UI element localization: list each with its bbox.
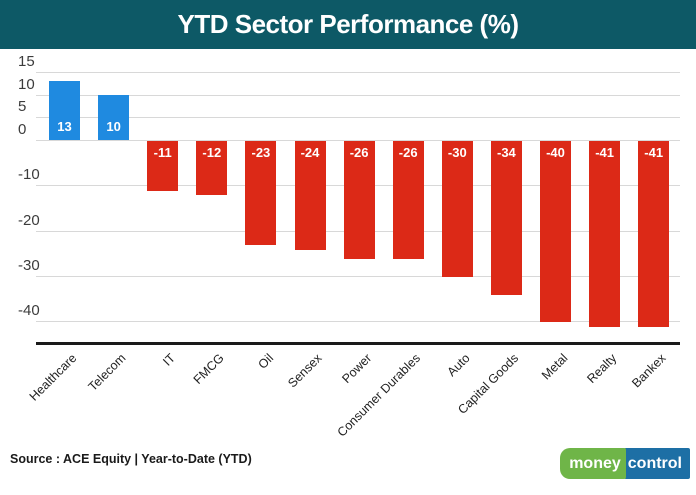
x-axis-label: Realty [584,351,620,386]
y-axis-tick-label: -40 [18,302,40,320]
chart-title: YTD Sector Performance (%) [177,9,519,39]
bar-value-label: 10 [106,119,121,134]
bar-value-label: -23 [251,145,271,160]
bar-healthcare [49,81,80,140]
bar-oil [245,141,277,246]
bar-fmcg [196,141,228,196]
bar-realty [589,141,621,327]
x-axis-label: Consumer Durables [334,351,424,440]
bar-power [343,141,375,259]
bar-value-label: -11 [153,145,172,160]
logo-money-segment: money [560,448,626,479]
gridline [36,321,680,323]
bar-consumer-durables [392,141,424,259]
x-axis-label: Oil [255,351,276,372]
bar-auto [441,141,473,277]
bar-sensex [294,141,326,250]
bar-value-label: -26 [398,145,418,160]
bar-it [147,141,179,191]
bar-value-label: -12 [202,145,222,160]
bar-value-label: -41 [595,145,614,160]
x-axis-label: Telecom [85,351,129,394]
x-axis-label: Sensex [285,351,325,391]
gridline [36,117,680,119]
y-axis-tick-label: -20 [18,211,40,229]
gridline [36,140,680,141]
bar-value-label: -24 [300,145,320,160]
bar-value-label: 13 [57,119,72,134]
x-axis-label: Power [339,351,375,386]
x-axis-label: FMCG [190,351,227,387]
x-axis-label: Healthcare [26,351,80,404]
x-axis-label: IT [159,351,178,369]
gridline [36,72,680,74]
gridline [36,275,680,277]
bar-value-label: -40 [546,145,565,160]
x-axis-label: Metal [538,351,571,383]
y-axis-tick-label: 10 [18,75,35,93]
chart-title-bar: YTD Sector Performance (%) [0,0,696,49]
y-axis-tick-label: -30 [18,256,40,274]
bar-value-label: -41 [644,145,664,160]
y-axis-tick-label: 5 [18,98,27,116]
y-axis-tick-label: 0 [18,121,27,138]
moneycontrol-logo: money control [560,448,690,479]
logo-control-segment: control [623,448,690,479]
gridline [36,94,680,96]
source-note: Source : ACE Equity | Year-to-Date (YTD) [10,452,252,466]
y-axis-tick-label: 15 [18,53,35,71]
x-axis-label: Auto [444,351,473,380]
y-axis-tick-label: -10 [18,166,40,184]
bar-telecom [98,94,130,140]
x-axis-label: Bankex [629,351,669,391]
bar-capital-goods [490,141,522,296]
x-axis-line [36,342,680,345]
bar-metal [540,141,571,323]
bar-value-label: -30 [447,145,467,160]
bar-value-label: -34 [496,145,516,160]
bar-value-label: -26 [349,145,369,160]
bar-bankex [638,141,670,327]
